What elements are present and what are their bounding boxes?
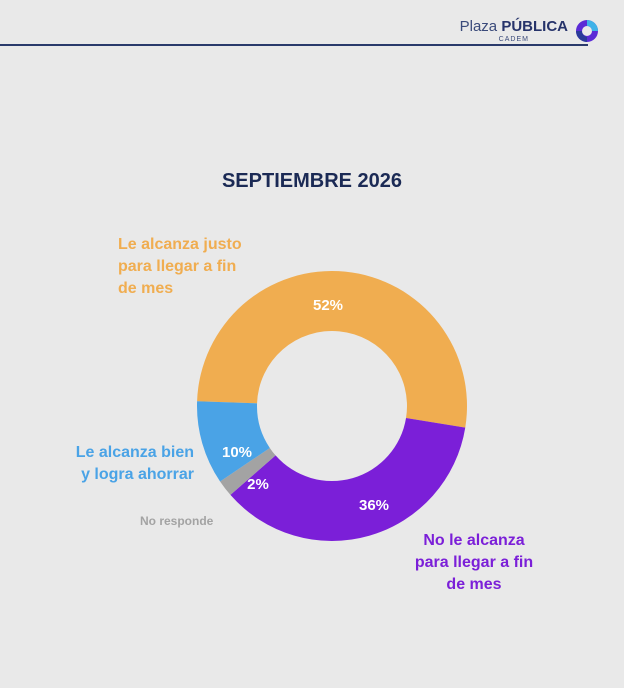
- label-line: Le alcanza justo: [118, 236, 242, 253]
- value-label-no-alcanza: 36%: [359, 497, 389, 514]
- brand-name-light: Plaza: [459, 18, 498, 35]
- slice-bien: [197, 401, 270, 482]
- slice-justo: [197, 270, 467, 428]
- brand-swirl-icon: [576, 20, 598, 42]
- label-line: de mes: [446, 576, 502, 593]
- category-label-justo: Le alcanza justo para llegar a fin de me…: [118, 234, 242, 300]
- slice-no-alcanza: [230, 417, 466, 541]
- brand-name: Plaza PÚBLICA: [460, 19, 568, 34]
- slice-no-responde: [220, 447, 276, 495]
- label-line: No le alcanza: [423, 532, 525, 549]
- label-line: para llegar a fin: [118, 258, 237, 275]
- category-label-no-alcanza: No le alcanza para llegar a fin de mes: [394, 530, 554, 596]
- brand-name-bold: PÚBLICA: [501, 18, 568, 35]
- value-label-bien: 10%: [222, 444, 252, 461]
- header-rule: [0, 44, 588, 46]
- brand-sub: CADEM: [498, 36, 529, 43]
- value-label-no-responde: 2%: [247, 476, 269, 493]
- value-label-justo: 52%: [313, 297, 343, 314]
- category-label-no-responde: No responde: [140, 514, 214, 528]
- label-line: Le alcanza bien: [75, 444, 194, 461]
- chart-title: SEPTIEMBRE 2026: [221, 170, 403, 192]
- brand-logo-block: Plaza PÚBLICA CADEM: [460, 18, 600, 44]
- label-line: y logra ahorrar: [81, 466, 194, 483]
- label-line: de mes: [118, 280, 174, 297]
- category-label-bien: Le alcanza bien y logra ahorrar: [44, 442, 194, 486]
- label-line: para llegar a fin: [414, 554, 534, 571]
